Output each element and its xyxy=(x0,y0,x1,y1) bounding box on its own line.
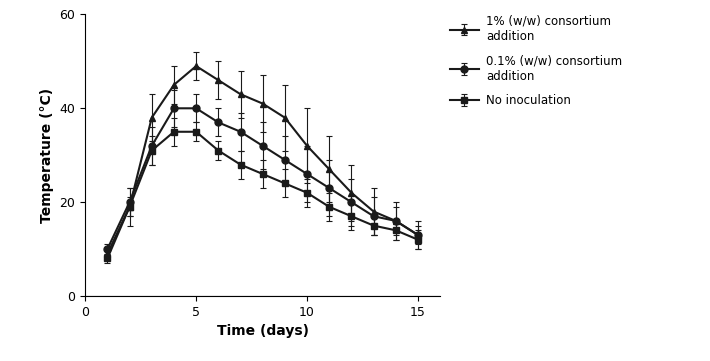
Y-axis label: Temperature (°C): Temperature (°C) xyxy=(40,88,54,223)
Legend: 1% (w/w) consortium
addition, 0.1% (w/w) consortium
addition, No inoculation: 1% (w/w) consortium addition, 0.1% (w/w)… xyxy=(449,15,623,107)
X-axis label: Time (days): Time (days) xyxy=(217,324,309,338)
